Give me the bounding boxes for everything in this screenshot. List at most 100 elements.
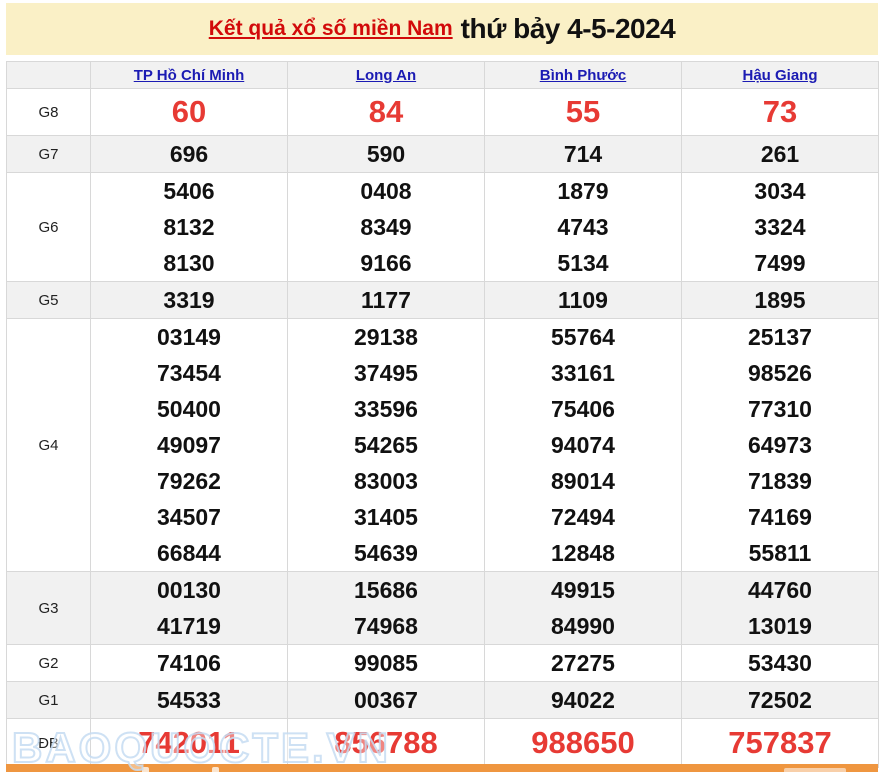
prize-number: 66844 <box>157 540 221 566</box>
result-cell: 1879 4743 5134 <box>484 172 682 282</box>
prize-number: 29138 <box>354 324 418 350</box>
prize-number: 44760 <box>748 577 812 603</box>
prize-number: 50400 <box>157 396 221 422</box>
result-cell: 714 <box>484 135 682 173</box>
result-cell: 73 <box>681 88 879 136</box>
prize-number: 00130 <box>157 577 221 603</box>
prize-number: 37495 <box>354 360 418 386</box>
prize-number: 590 <box>366 141 406 167</box>
prize-number: 3034 <box>754 178 806 204</box>
province-header: Hậu Giang <box>681 61 879 89</box>
result-cell: 60 <box>90 88 288 136</box>
prize-number: 72502 <box>748 687 812 713</box>
title-link[interactable]: Kết quả xổ số miền Nam <box>208 17 453 40</box>
result-cell: 00367 <box>287 681 485 719</box>
prize-number: 71839 <box>748 468 812 494</box>
prize-number: 73454 <box>157 360 221 386</box>
prize-number: 00367 <box>354 687 418 713</box>
prize-number: 3319 <box>163 287 215 313</box>
cutoff-text-fragment <box>212 767 219 772</box>
result-cell: 5406 8132 8130 <box>90 172 288 282</box>
result-cell: 54533 <box>90 681 288 719</box>
result-cell: 15686 74968 <box>287 571 485 645</box>
prize-number: 55811 <box>748 540 812 566</box>
prize-number: 3324 <box>754 214 806 240</box>
prize-number: 03149 <box>157 324 221 350</box>
result-cell: 3319 <box>90 281 288 319</box>
province-link[interactable]: Bình Phước <box>539 66 627 84</box>
result-cell: 94022 <box>484 681 682 719</box>
cutoff-text-fragment <box>784 768 846 772</box>
prize-number: 49097 <box>157 432 221 458</box>
prize-number: 0408 <box>360 178 412 204</box>
prize-number: 89014 <box>551 468 615 494</box>
prize-label: G5 <box>6 281 91 319</box>
prize-row-G1: G1 54533 00367 94022 72502 <box>6 681 879 719</box>
result-cell: 590 <box>287 135 485 173</box>
prize-number: 41719 <box>157 613 221 639</box>
province-link[interactable]: Long An <box>355 66 417 84</box>
result-cell: 0408 8349 9166 <box>287 172 485 282</box>
prize-row-G4: G4 03149 73454 50400 49097 79262 34507 66844 291… <box>6 318 879 572</box>
prize-number: 5134 <box>557 250 609 276</box>
result-cell: 3034 3324 7499 <box>681 172 879 282</box>
prize-number: 7499 <box>754 250 806 276</box>
prize-number: 49915 <box>551 577 615 603</box>
prize-number: 54265 <box>354 432 418 458</box>
prize-number: 856788 <box>334 725 438 760</box>
result-cell: 55 <box>484 88 682 136</box>
prize-number: 94022 <box>551 687 615 713</box>
prize-number: 31405 <box>354 504 418 530</box>
result-cell: 856788 <box>287 718 485 768</box>
result-cell: 00130 41719 <box>90 571 288 645</box>
province-link[interactable]: Hậu Giang <box>742 66 818 84</box>
prize-number: 1177 <box>361 287 411 313</box>
prize-row-ĐB: ĐB 742011 856788 988650 757837 <box>6 718 879 768</box>
province-header: TP Hồ Chí Minh <box>90 61 288 89</box>
corner-cell <box>6 61 91 89</box>
province-link[interactable]: TP Hồ Chí Minh <box>133 66 245 84</box>
prize-number: 27275 <box>551 650 615 676</box>
result-cell: 99085 <box>287 644 485 682</box>
prize-row-G3: G3 00130 41719 15686 74968 49915 84990 44760 130… <box>6 571 879 645</box>
prize-label: G2 <box>6 644 91 682</box>
prize-number: 33161 <box>551 360 615 386</box>
prize-number: 714 <box>563 141 603 167</box>
prize-number: 261 <box>760 141 800 167</box>
prize-number: 77310 <box>748 396 812 422</box>
result-cell: 25137 98526 77310 64973 71839 74169 55811 <box>681 318 879 572</box>
prize-row-G7: G7 696 590 714 261 <box>6 135 879 173</box>
prize-number: 1109 <box>558 287 608 313</box>
prize-number: 94074 <box>551 432 615 458</box>
prize-row-G6: G6 5406 8132 8130 0408 8349 9166 1879 4743 5134 30… <box>6 172 879 282</box>
result-cell: 55764 33161 75406 94074 89014 72494 12848 <box>484 318 682 572</box>
bottom-bar <box>6 764 878 772</box>
result-cell: 03149 73454 50400 49097 79262 34507 66844 <box>90 318 288 572</box>
prize-number: 74169 <box>748 504 812 530</box>
table-body: G8 60 84 55 73 G7 696 590 714 261 G6 5406 8132 8130 04… <box>6 88 879 768</box>
prize-number: 60 <box>171 94 207 129</box>
prize-number: 25137 <box>748 324 812 350</box>
prize-number: 8130 <box>163 250 215 276</box>
result-cell: 1895 <box>681 281 879 319</box>
prize-number: 55764 <box>551 324 615 350</box>
prize-number: 1879 <box>557 178 609 204</box>
result-cell: 49915 84990 <box>484 571 682 645</box>
prize-label: G8 <box>6 88 91 136</box>
prize-number: 13019 <box>748 613 812 639</box>
prize-number: 74106 <box>157 650 221 676</box>
prize-number: 742011 <box>138 725 240 760</box>
result-cell: 29138 37495 33596 54265 83003 31405 54639 <box>287 318 485 572</box>
prize-number: 72494 <box>551 504 615 530</box>
result-cell: 44760 13019 <box>681 571 879 645</box>
prize-number: 98526 <box>748 360 812 386</box>
result-cell: 72502 <box>681 681 879 719</box>
province-header: Long An <box>287 61 485 89</box>
prize-number: 73 <box>762 94 798 129</box>
results-table: TP Hồ Chí Minh Long An Bình Phước Hậu Giang… <box>6 61 879 768</box>
result-cell: 1177 <box>287 281 485 319</box>
prize-label: G4 <box>6 318 91 572</box>
prize-number: 99085 <box>354 650 418 676</box>
prize-number: 15686 <box>354 577 418 603</box>
